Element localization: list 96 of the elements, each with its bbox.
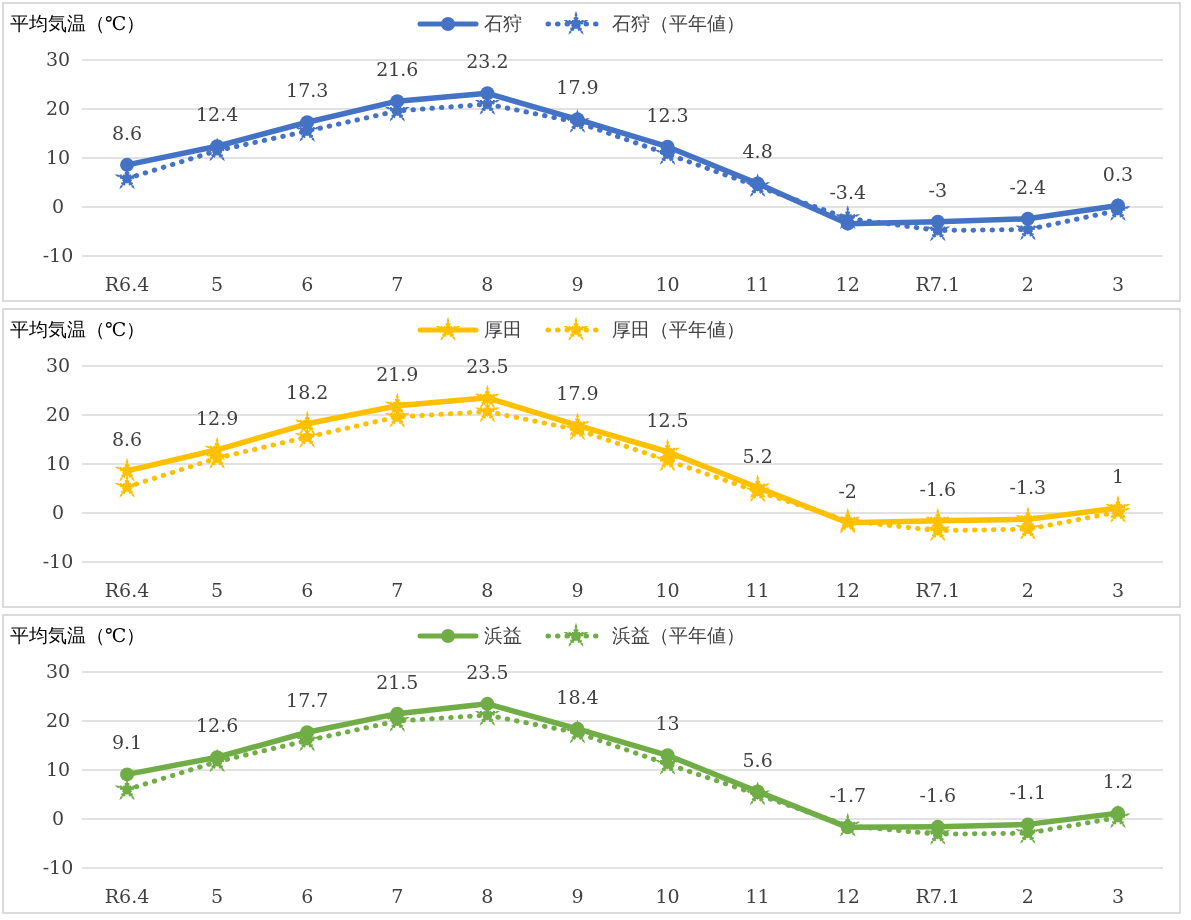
x-tick-label: 7 xyxy=(391,885,404,907)
data-label: 5.6 xyxy=(742,748,773,771)
y-tick-label: 10 xyxy=(45,452,71,474)
x-tick-label: R7.1 xyxy=(915,273,961,295)
data-label: 8.6 xyxy=(111,427,143,450)
x-tick-label: 8 xyxy=(481,885,494,907)
x-tick-label: 9 xyxy=(571,273,584,295)
y-tick-label: 30 xyxy=(45,660,71,682)
x-tick-label: 10 xyxy=(655,885,680,907)
data-label: -3 xyxy=(928,178,948,201)
data-label: 23.5 xyxy=(466,354,509,377)
data-label: 12.4 xyxy=(195,103,239,126)
y-tick-label: 10 xyxy=(45,146,71,168)
data-label: 23.5 xyxy=(466,660,509,683)
data-label: 13 xyxy=(655,712,680,735)
x-tick-label: 9 xyxy=(571,579,584,601)
y-tick-label: 0 xyxy=(51,501,65,523)
data-label: 23.2 xyxy=(466,50,509,73)
x-tick-label: 12 xyxy=(835,579,860,601)
data-label: 4.8 xyxy=(742,140,773,163)
y-tick-label: -10 xyxy=(42,244,74,266)
x-tick-label: 3 xyxy=(1111,579,1125,601)
data-label: -3.4 xyxy=(829,180,867,203)
x-tick-label: 8 xyxy=(481,579,494,601)
y-tick-label: 30 xyxy=(45,354,71,376)
y-tick-label: 30 xyxy=(45,48,71,70)
y-tick-label: 0 xyxy=(51,807,65,829)
y-axis-title: 平均気温（℃） xyxy=(10,12,146,34)
data-label: 18.2 xyxy=(286,380,329,403)
data-label: 21.5 xyxy=(376,670,419,693)
x-tick-label: 2 xyxy=(1021,579,1034,601)
data-label: -1.6 xyxy=(919,783,957,806)
data-label: 9.1 xyxy=(111,731,143,754)
y-tick-label: -10 xyxy=(42,856,74,878)
data-label: 18.4 xyxy=(556,685,599,708)
x-tick-label: 2 xyxy=(1021,885,1034,907)
data-label: 1 xyxy=(1111,465,1125,488)
data-label: 1.2 xyxy=(1102,770,1134,793)
y-axis-title: 平均気温（℃） xyxy=(10,624,146,646)
legend-label: 浜益 xyxy=(484,624,522,646)
data-label: -1.7 xyxy=(829,784,867,807)
data-label: 12.9 xyxy=(195,406,239,429)
x-tick-label: 5 xyxy=(211,885,224,907)
data-label: 17.7 xyxy=(286,689,329,712)
x-tick-label: 3 xyxy=(1111,885,1125,907)
x-tick-label: R6.4 xyxy=(104,885,150,907)
data-label: -1.6 xyxy=(919,477,957,500)
y-axis-title: 平均気温（℃） xyxy=(10,318,146,340)
data-label: 21.9 xyxy=(376,362,419,385)
y-tick-label: 0 xyxy=(51,195,65,217)
data-label: 17.3 xyxy=(286,79,329,102)
data-label: 12.5 xyxy=(646,408,689,431)
x-tick-label: 10 xyxy=(655,579,680,601)
x-tick-label: 11 xyxy=(745,579,770,601)
x-tick-label: 11 xyxy=(745,273,770,295)
y-tick-label: 20 xyxy=(45,97,71,119)
data-label: 12.6 xyxy=(195,714,239,737)
legend-label: 厚田 xyxy=(484,318,522,340)
y-tick-label: 10 xyxy=(45,758,71,780)
data-label: 17.9 xyxy=(556,76,599,99)
x-tick-label: 9 xyxy=(571,885,584,907)
x-tick-label: 10 xyxy=(655,273,680,295)
x-tick-label: 3 xyxy=(1111,273,1125,295)
x-tick-label: 7 xyxy=(391,579,404,601)
data-label: 12.3 xyxy=(646,103,689,126)
y-tick-label: 20 xyxy=(45,709,71,731)
x-tick-label: R6.4 xyxy=(104,579,150,601)
x-tick-label: 7 xyxy=(391,273,404,295)
x-tick-label: 6 xyxy=(301,273,314,295)
data-label: -1.3 xyxy=(1009,476,1047,499)
data-label: -2.4 xyxy=(1009,175,1047,198)
x-tick-label: 6 xyxy=(301,885,314,907)
x-tick-label: 6 xyxy=(301,579,314,601)
x-tick-label: 2 xyxy=(1021,273,1034,295)
x-tick-label: R7.1 xyxy=(915,885,961,907)
data-label: -2 xyxy=(838,479,857,502)
x-tick-label: 12 xyxy=(835,885,860,907)
data-label: 5.2 xyxy=(742,444,773,467)
x-tick-label: 12 xyxy=(835,273,860,295)
legend-label: 石狩（平年値） xyxy=(612,12,745,34)
data-label: 21.6 xyxy=(376,58,419,81)
legend-label: 厚田（平年値） xyxy=(612,318,745,340)
x-tick-label: 8 xyxy=(481,273,494,295)
legend-label: 浜益（平年値） xyxy=(612,624,745,646)
x-tick-label: 5 xyxy=(211,579,224,601)
data-label: 0.3 xyxy=(1102,162,1134,185)
data-label: -1.1 xyxy=(1009,781,1047,804)
x-tick-label: 11 xyxy=(745,885,770,907)
data-label: 17.9 xyxy=(556,382,599,405)
x-tick-label: R6.4 xyxy=(104,273,150,295)
x-tick-label: R7.1 xyxy=(915,579,961,601)
y-tick-label: -10 xyxy=(42,550,74,572)
data-label: 8.6 xyxy=(111,121,143,144)
y-tick-label: 20 xyxy=(45,403,71,425)
x-tick-label: 5 xyxy=(211,273,224,295)
legend-label: 石狩 xyxy=(484,12,522,34)
